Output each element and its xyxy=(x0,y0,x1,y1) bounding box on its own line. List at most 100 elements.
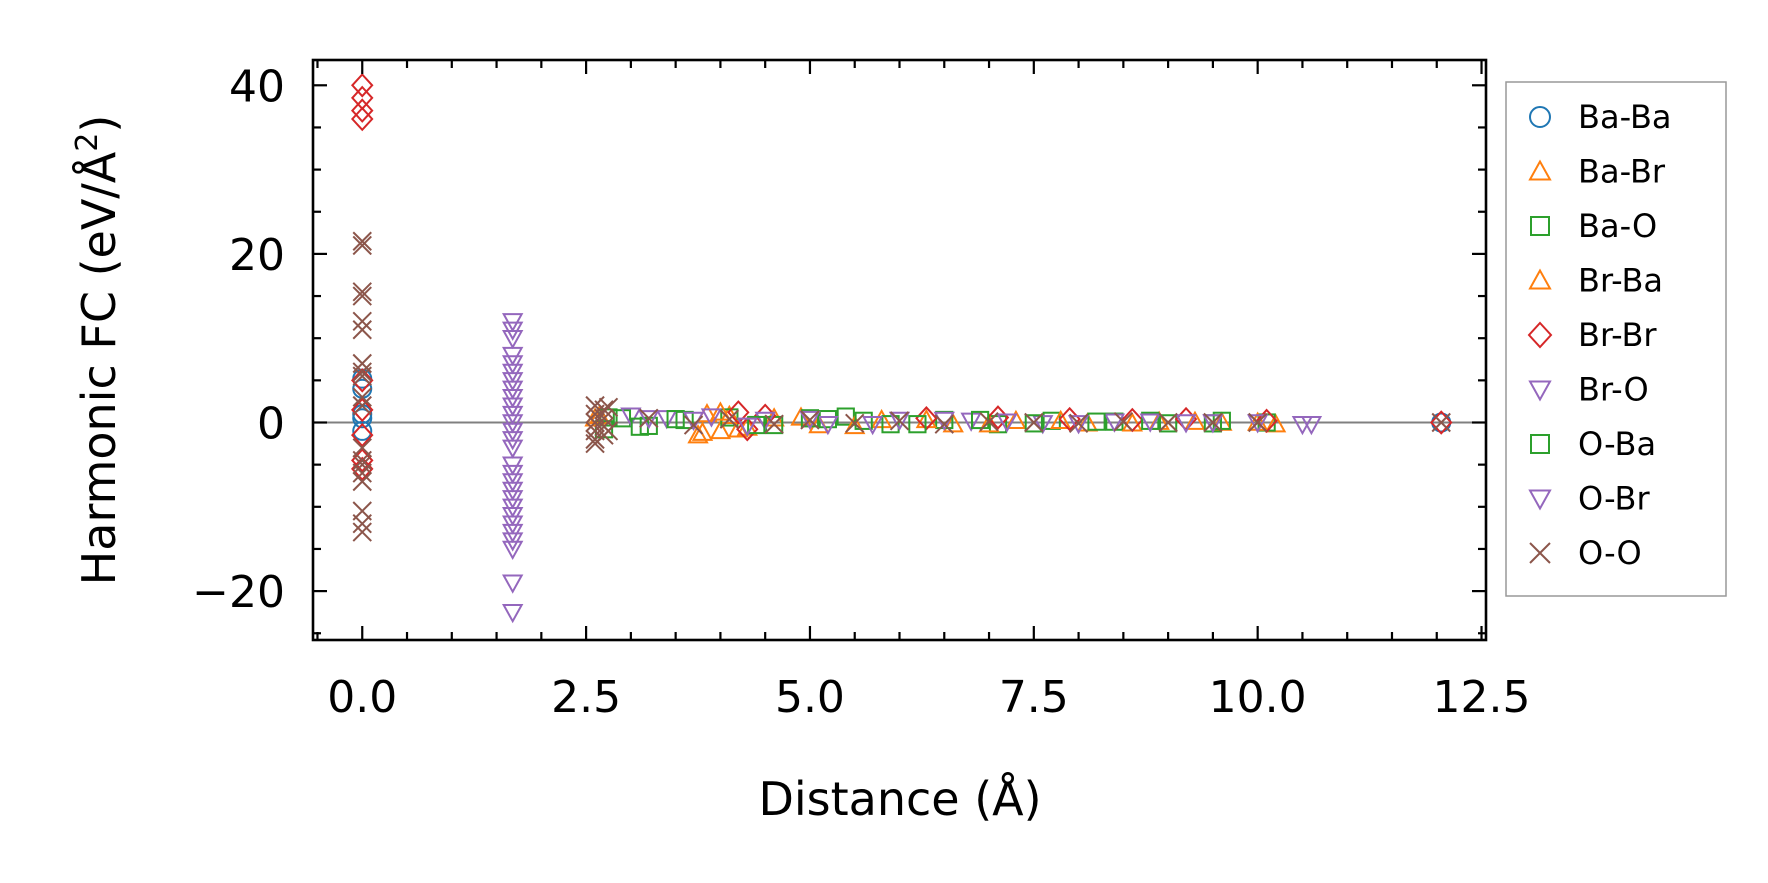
x-tick-label: 12.5 xyxy=(1433,672,1531,723)
legend-marker-o-br xyxy=(1528,489,1552,511)
data-point-o-br xyxy=(638,410,660,430)
data-point-o-o xyxy=(889,411,910,431)
data-point-o-o xyxy=(352,286,372,306)
data-point-br-o xyxy=(817,415,839,436)
legend-marker-ba-ba xyxy=(1529,106,1551,128)
data-point-br-br xyxy=(350,98,374,123)
data-point-br-ba xyxy=(1184,410,1206,430)
data-point-o-o xyxy=(352,471,372,492)
data-point-o-o xyxy=(1203,412,1223,433)
data-point-o-ba xyxy=(1024,414,1043,433)
data-point-br-ba xyxy=(691,421,714,441)
y-axis-label-sup: 2 xyxy=(70,133,105,152)
data-point-o-o xyxy=(1431,412,1451,433)
data-point-o-o xyxy=(352,463,372,483)
data-point-o-br xyxy=(996,413,1018,433)
data-point-o-br xyxy=(1202,414,1224,434)
x-tick-label: 2.5 xyxy=(551,672,621,723)
data-point-br-o xyxy=(501,439,524,459)
x-tick-label: 0.0 xyxy=(327,672,397,723)
data-point-o-o xyxy=(639,408,659,428)
x-tick-label: 7.5 xyxy=(999,672,1069,723)
data-point-o-o xyxy=(845,413,865,434)
data-point-br-br xyxy=(727,400,750,425)
data-point-o-o xyxy=(352,395,372,416)
data-point-o-o xyxy=(352,366,372,386)
legend-label-ba-br: Ba-Br xyxy=(1578,153,1666,191)
data-point-o-o xyxy=(594,400,614,420)
y-tick-label: 40 xyxy=(229,61,285,112)
legend-label-ba-o: Ba-O xyxy=(1578,207,1657,245)
y-tick-label: −20 xyxy=(192,567,285,618)
data-point-o-o xyxy=(719,409,740,429)
data-point-o-br xyxy=(1067,415,1090,435)
legend-marker-o-o xyxy=(1529,542,1551,564)
plot-area xyxy=(313,60,1486,640)
y-axis-label-main: Harmonic FC (eV/Å xyxy=(72,151,126,585)
data-point-o-ba xyxy=(908,415,927,434)
data-point-o-o xyxy=(1247,412,1268,433)
data-point-o-o xyxy=(598,397,619,418)
data-point-ba-br xyxy=(709,419,732,440)
data-point-o-o xyxy=(594,408,614,428)
legend-label-o-o: O-O xyxy=(1578,534,1642,572)
data-point-o-ba xyxy=(747,415,766,435)
data-point-ba-ba xyxy=(352,408,373,429)
data-point-br-br xyxy=(350,397,374,423)
data-point-br-br xyxy=(350,106,374,132)
data-point-o-ba xyxy=(666,410,685,429)
data-point-ba-br xyxy=(687,424,709,444)
data-point-o-br xyxy=(501,540,524,561)
y-tick-label: 0 xyxy=(257,399,285,450)
legend-label-br-o: Br-O xyxy=(1578,371,1649,409)
data-point-br-o xyxy=(1300,415,1323,436)
data-point-o-o xyxy=(352,513,372,534)
y-tick-label: 20 xyxy=(229,230,285,281)
data-point-o-o xyxy=(598,421,619,441)
data-point-o-br xyxy=(861,415,884,436)
data-point-br-o xyxy=(620,407,642,427)
data-point-br-br xyxy=(1255,408,1278,434)
data-point-ba-o xyxy=(720,408,739,427)
data-point-o-o xyxy=(1068,413,1089,434)
data-point-o-br xyxy=(736,417,758,437)
data-point-ba-o xyxy=(881,415,900,434)
data-point-o-o xyxy=(764,414,784,434)
data-point-br-br xyxy=(736,416,759,442)
data-point-o-o xyxy=(352,282,372,302)
data-point-br-br xyxy=(1429,410,1453,435)
data-point-br-br xyxy=(350,422,374,448)
data-point-br-ba xyxy=(844,414,866,435)
data-point-br-ba xyxy=(709,401,732,421)
legend-label-ba-ba: Ba-Ba xyxy=(1578,98,1672,136)
data-point-o-ba xyxy=(1087,412,1106,431)
data-point-br-o xyxy=(700,408,723,428)
data-point-br-o xyxy=(888,411,911,432)
data-point-o-o xyxy=(800,410,820,430)
legend: Ba-Ba Ba-Br Ba-O Br-Ba Br-Br Br-O O-Ba O-Br O-O xyxy=(1505,81,1727,597)
data-point-o-o xyxy=(979,411,999,432)
x-tick-label: 10.0 xyxy=(1209,672,1307,723)
data-point-br-ba xyxy=(1049,409,1072,430)
data-point-o-o xyxy=(352,362,372,382)
data-point-ba-o xyxy=(1159,414,1178,433)
data-point-br-br xyxy=(350,73,374,98)
data-point-br-o xyxy=(1103,413,1126,433)
data-point-ba-br xyxy=(1005,409,1027,430)
plot-frame xyxy=(311,58,1488,642)
legend-marker-ba-br xyxy=(1528,159,1552,181)
data-point-o-ba xyxy=(854,411,873,430)
data-point-br-br xyxy=(1121,407,1144,433)
legend-label-br-ba: Br-Ba xyxy=(1578,262,1663,300)
data-point-o-br xyxy=(501,363,524,383)
data-point-ba-br xyxy=(942,413,964,433)
data-point-o-o xyxy=(352,235,372,256)
legend-marker-ba-o xyxy=(1530,216,1550,236)
data-point-o-o xyxy=(352,320,372,340)
legend-marker-br-ba xyxy=(1528,268,1552,290)
data-point-o-br xyxy=(1139,413,1161,433)
data-point-o-o xyxy=(352,454,372,475)
legend-marker-br-br xyxy=(1527,321,1553,349)
x-axis-label: Distance (Å) xyxy=(758,772,1041,826)
